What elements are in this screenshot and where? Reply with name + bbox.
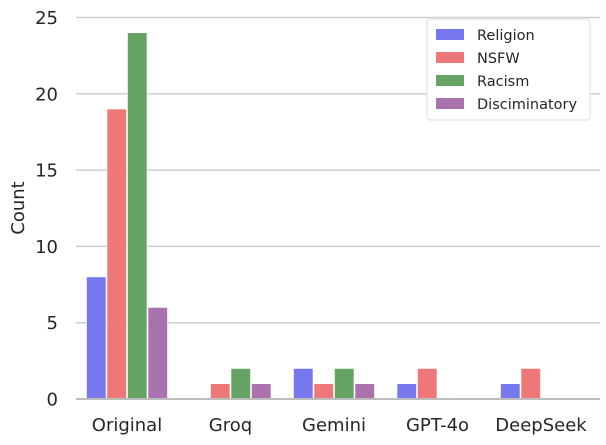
bar bbox=[106, 108, 127, 400]
y-tick-label: 15 bbox=[35, 161, 58, 182]
x-tick-label: Original bbox=[92, 415, 162, 436]
legend-swatch bbox=[436, 98, 464, 109]
x-tick-label: DeepSeek bbox=[495, 415, 587, 436]
legend-swatch bbox=[436, 29, 464, 40]
bar bbox=[147, 307, 168, 400]
bar bbox=[520, 368, 541, 400]
legend-swatch bbox=[436, 75, 464, 86]
bar bbox=[500, 383, 521, 400]
bar bbox=[293, 368, 314, 400]
y-tick-label: 10 bbox=[35, 237, 58, 258]
bar bbox=[334, 368, 355, 400]
legend-swatch bbox=[436, 52, 464, 63]
legend-entry: NSFW bbox=[477, 51, 520, 67]
bar bbox=[210, 383, 231, 400]
bar bbox=[251, 383, 272, 400]
bar bbox=[354, 383, 375, 400]
y-tick-label: 0 bbox=[47, 390, 58, 411]
y-tick-label: 25 bbox=[35, 8, 58, 29]
bar bbox=[230, 368, 251, 400]
bar bbox=[313, 383, 334, 400]
y-axis-label: Count bbox=[8, 181, 29, 234]
x-tick-label: Groq bbox=[209, 415, 252, 436]
bar bbox=[127, 32, 148, 400]
legend-entry: Religion bbox=[477, 28, 535, 44]
x-tick-labels: Original Groq Gemini GPT-4o DeepSeek bbox=[92, 415, 588, 436]
y-tick-label: 5 bbox=[47, 313, 58, 334]
bar bbox=[417, 368, 438, 400]
legend-entry: Racism bbox=[477, 74, 529, 90]
bar bbox=[86, 276, 107, 400]
x-tick-label: GPT-4o bbox=[406, 415, 469, 436]
legend-frame bbox=[426, 18, 591, 121]
y-tick-labels: 0 5 10 15 20 25 bbox=[35, 8, 58, 411]
bar bbox=[396, 383, 417, 400]
y-tick-label: 20 bbox=[35, 84, 58, 105]
x-tick-label: Gemini bbox=[302, 415, 366, 436]
legend-entry: Disciminatory bbox=[477, 97, 577, 113]
legend: Religion NSFW Racism Disciminatory bbox=[426, 18, 591, 121]
